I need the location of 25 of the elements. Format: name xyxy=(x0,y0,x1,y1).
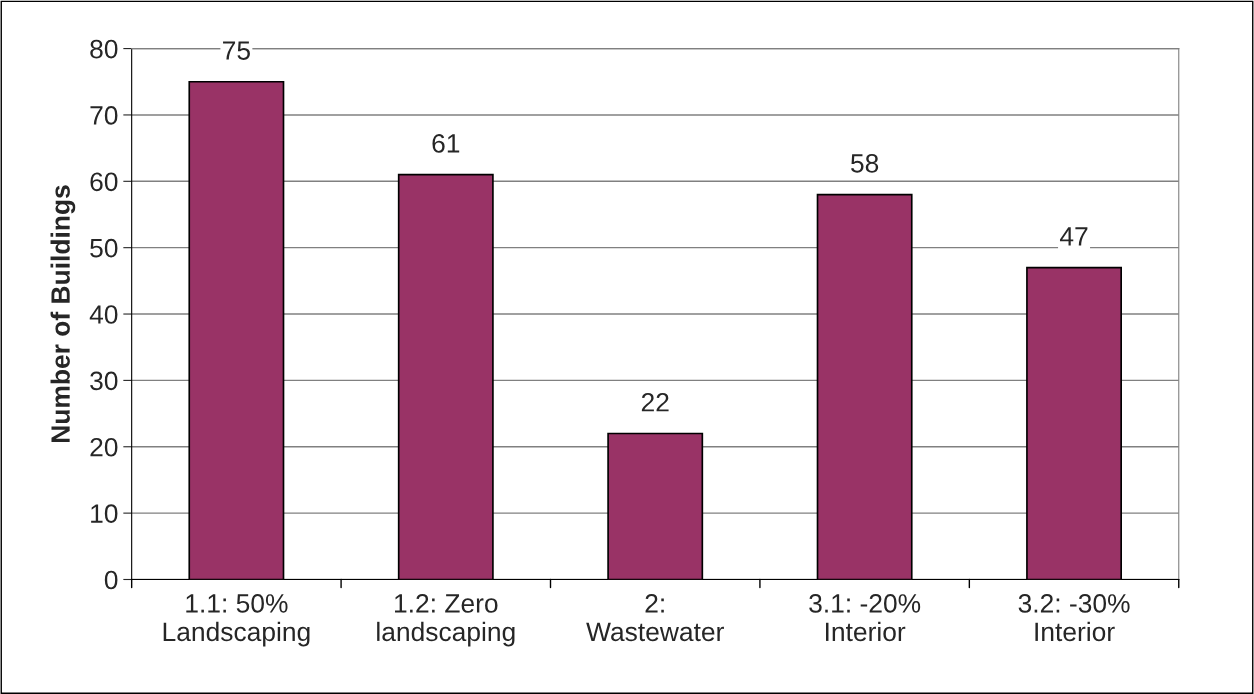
y-tick-label: 10 xyxy=(91,504,118,523)
y-tick-label: 40 xyxy=(89,305,118,324)
y-tick-label: 60 xyxy=(90,172,118,192)
x-tick-label: 2: Wastewater xyxy=(586,594,724,642)
bar xyxy=(607,432,704,580)
bar xyxy=(1026,266,1123,580)
data-label: 47 xyxy=(1059,227,1088,246)
data-label: 61 xyxy=(432,134,460,153)
x-tick-label: 1.1: 50% Landscaping xyxy=(163,594,310,647)
y-tick-label: 0 xyxy=(104,570,118,590)
x-tick-label: 1.2: Zero landscaping xyxy=(377,594,515,647)
y-tick-label: 80 xyxy=(90,39,118,59)
bar xyxy=(188,80,285,580)
data-label: 22 xyxy=(641,392,669,412)
y-tick-label: 50 xyxy=(90,238,118,258)
y-axis-title: Number of Buildings xyxy=(50,185,76,442)
data-label: 58 xyxy=(851,154,879,173)
y-tick-label: 70 xyxy=(90,106,118,125)
bar xyxy=(397,173,494,580)
data-label: 75 xyxy=(223,41,250,60)
bar xyxy=(816,193,913,580)
x-tick-label: 3.2: -30% Interior xyxy=(1018,594,1130,642)
y-tick-label: 30 xyxy=(90,371,118,391)
y-tick-label: 20 xyxy=(90,437,118,457)
x-tick-label: 3.1: -20% Interior xyxy=(809,594,921,642)
